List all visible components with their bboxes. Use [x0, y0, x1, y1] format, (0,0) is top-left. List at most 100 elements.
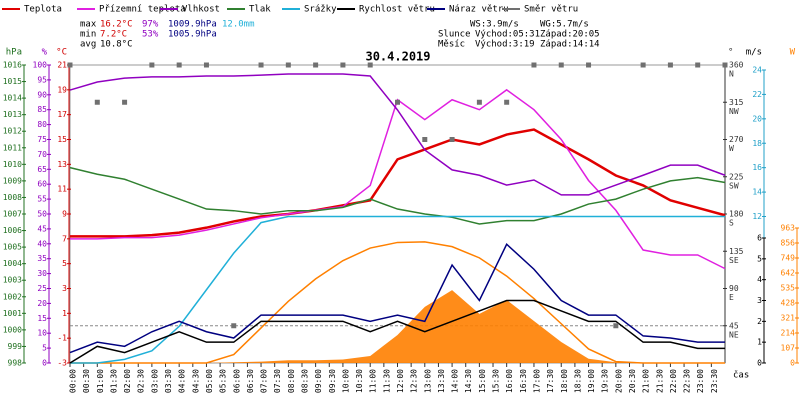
y-tick-label: 1001 — [3, 309, 22, 318]
y-tick-label: 80 — [37, 120, 47, 129]
y-tick-label: 0 — [42, 359, 47, 368]
y-tick-label: 856 — [781, 239, 796, 248]
solar-theoretical — [70, 241, 725, 364]
x-tick-label: 22:00 — [669, 369, 678, 393]
x-tick-label: 02:00 — [123, 369, 132, 393]
direction-mark — [67, 62, 73, 68]
legend-label: Rychlost větru — [359, 5, 435, 15]
direction-mark — [258, 62, 264, 68]
y-tick-label: 749 — [781, 254, 796, 263]
x-tick-label: 14:00 — [451, 369, 460, 393]
x-tick-label: 04:30 — [191, 369, 200, 393]
stat: 10.8°C — [100, 40, 133, 50]
y-tick-label: 10 — [37, 329, 47, 338]
compass-label: SE — [729, 256, 739, 265]
y-tick-label: 75 — [37, 135, 47, 144]
x-tick-label: 01:30 — [109, 369, 118, 393]
y-tick-label: 9 — [62, 210, 67, 219]
series-line — [70, 215, 725, 364]
y-tick-label: 90 — [729, 284, 739, 293]
y-tick-label: 999 — [8, 342, 23, 351]
x-tick-label: 15:00 — [478, 369, 487, 393]
y-tick-label: 225 — [729, 172, 744, 181]
x-tick-label: 15:30 — [492, 369, 501, 393]
stat: 7.2°C — [100, 30, 127, 40]
y-tick-label: 1003 — [3, 276, 22, 285]
plot-frame — [69, 64, 726, 364]
y-tick-label: 100 — [33, 61, 48, 70]
y-tick-label: 1010 — [3, 160, 22, 169]
y-tick-label: 22 — [752, 90, 762, 99]
y-tick-label: 20 — [752, 114, 762, 123]
direction-mark — [149, 62, 155, 68]
legend-label: Směr větru — [524, 5, 578, 15]
legend-label: Srážky — [304, 5, 337, 15]
y-tick-label: 1005 — [3, 243, 22, 252]
x-tick-label: 17:30 — [546, 369, 555, 393]
series-line — [69, 73, 726, 196]
direction-mark — [504, 99, 510, 105]
direction-mark — [395, 99, 400, 105]
x-tick-label: 19:30 — [601, 369, 610, 393]
y-tick-label: 55 — [37, 195, 47, 204]
y-tick-label: 535 — [781, 284, 796, 293]
y-tick-label: 135 — [729, 247, 744, 256]
y-tick-label: 65 — [37, 165, 47, 174]
y-tick-label: 3 — [62, 284, 67, 293]
stat: 12.0mm — [222, 20, 255, 30]
y-tick-label: 1013 — [3, 110, 22, 119]
compass-label: E — [729, 293, 734, 302]
y-tick-label: 1008 — [3, 193, 22, 202]
legend-label: Přízemní teplota — [99, 5, 186, 15]
y-tick-label: 85 — [37, 105, 47, 114]
direction-mark — [476, 99, 482, 105]
axis-unit: % — [42, 48, 48, 58]
direction-mark — [231, 323, 237, 329]
moon-set: Západ:14:14 — [540, 40, 600, 50]
x-tick-label: 20:00 — [614, 369, 623, 393]
y-tick-label: 3 — [757, 296, 762, 305]
y-tick-label: 95 — [37, 75, 47, 84]
y-tick-label: 45 — [37, 224, 47, 233]
y-tick-label: 18 — [752, 139, 762, 148]
direction-mark — [203, 62, 209, 68]
x-tick-label: 19:00 — [587, 369, 596, 393]
y-tick-label: 7 — [62, 234, 67, 243]
chart-title: 30.4.2019 — [365, 50, 430, 64]
legend-label: Teplota — [24, 5, 62, 15]
x-axis-label: čas — [733, 370, 749, 381]
y-tick-label: 60 — [37, 180, 47, 189]
y-tick-label: 180 — [729, 210, 744, 219]
y-tick-label: 4 — [757, 275, 762, 284]
x-tick-label: 06:30 — [246, 369, 255, 393]
axis-unit: m/s — [746, 48, 762, 58]
axis-unit: hPa — [6, 48, 22, 58]
x-tick-label: 03:00 — [150, 369, 159, 393]
y-tick-label: 6 — [757, 234, 762, 243]
y-tick-label: 270 — [729, 135, 744, 144]
y-tick-label: 1016 — [3, 61, 22, 70]
moon-label: Měsíc — [438, 40, 465, 50]
y-tick-label: 19 — [57, 85, 67, 94]
stat: 53% — [142, 30, 159, 40]
stat: 1009.9hPa — [168, 20, 217, 30]
y-tick-label: 1 — [62, 309, 67, 318]
direction-mark — [558, 62, 564, 68]
y-tick-label: 45 — [729, 321, 739, 330]
x-tick-label: 02:30 — [137, 369, 146, 393]
x-tick-label: 18:30 — [573, 369, 582, 393]
x-tick-label: 08:30 — [300, 369, 309, 393]
series-line — [69, 166, 726, 225]
direction-mark — [122, 99, 128, 105]
x-tick-label: 08:00 — [287, 369, 296, 393]
wind-info: WS:3.9m/s — [470, 20, 519, 30]
stat-label: avg — [80, 40, 96, 50]
axis-unit: W — [790, 48, 796, 58]
y-tick-label: 25 — [37, 284, 47, 293]
y-tick-label: 5 — [62, 259, 67, 268]
axis-unit: ° — [728, 48, 733, 58]
y-tick-label: 2 — [757, 317, 762, 326]
y-tick-label: 12 — [752, 212, 762, 221]
y-tick-label: 15 — [57, 135, 67, 144]
